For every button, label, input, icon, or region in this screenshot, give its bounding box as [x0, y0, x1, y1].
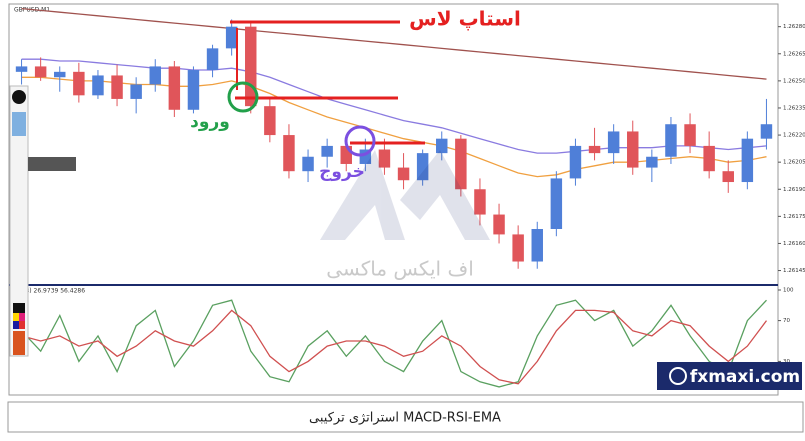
y-tick-label: 1.26145 — [783, 268, 805, 274]
candle-body — [226, 27, 237, 49]
candle-body — [169, 66, 180, 109]
candle-body — [398, 168, 409, 181]
candle-body — [379, 150, 390, 168]
candle-body — [493, 215, 504, 235]
candle-body — [761, 124, 772, 138]
candle-body — [54, 72, 65, 77]
brand: fxmaxi.com — [690, 367, 800, 387]
candle-body — [474, 189, 485, 214]
candle-body — [646, 157, 657, 168]
candle-body — [111, 75, 122, 98]
candle-body — [703, 146, 714, 171]
candle-body — [35, 66, 46, 77]
y-tick-label: 1.26265 — [783, 51, 805, 57]
chart: GBPUSD,M1 1.262801.262651.262501.262351.… — [0, 0, 805, 441]
indicator-tick-label: 100 — [783, 288, 794, 294]
y-tick-label: 1.26190 — [783, 187, 805, 193]
candle-body — [589, 146, 600, 153]
watermark: اف ایکس ماکسی — [326, 257, 474, 281]
candle-body — [207, 48, 218, 70]
candle-body — [150, 66, 161, 84]
indicator-tick-label: 70 — [783, 318, 790, 324]
exit-label: خروج — [319, 162, 365, 182]
y-tick-label: 1.26280 — [783, 24, 805, 30]
candle-body — [551, 178, 562, 229]
candle-body — [283, 135, 294, 171]
candle-body — [684, 124, 695, 146]
candle-body — [608, 131, 619, 153]
candle-body — [188, 70, 199, 110]
y-tick-label: 1.26160 — [783, 241, 805, 247]
candle-body — [512, 234, 523, 261]
candle-body — [264, 106, 275, 135]
candle-body — [73, 72, 84, 95]
stop-loss-label: استاپ لاس — [409, 7, 521, 31]
y-tick-label: 1.26235 — [783, 105, 805, 111]
candle-body — [570, 146, 581, 179]
candle-body — [130, 84, 141, 98]
screenshot: GBPUSD,M1 1.262801.262651.262501.262351.… — [0, 0, 805, 441]
entry-label: ورود — [190, 112, 230, 132]
y-tick-label: 1.26220 — [783, 133, 805, 139]
y-tick-label: 1.26175 — [783, 214, 805, 220]
candle-body — [723, 171, 734, 182]
y-tick-label: 1.26250 — [783, 78, 805, 84]
candle-body — [532, 229, 543, 262]
y-tick-label: 1.26205 — [783, 160, 805, 166]
candle-body — [302, 157, 313, 171]
candle-body — [665, 124, 676, 157]
candle-body — [16, 66, 27, 71]
candle-body — [92, 75, 103, 95]
candle-body — [321, 146, 332, 157]
candle-body — [627, 131, 638, 167]
candle-body — [742, 139, 753, 182]
candle-body — [436, 139, 447, 153]
caption: استراتژی ترکیبی MACD-RSI-EMA — [309, 411, 501, 426]
candle-body — [245, 27, 256, 106]
